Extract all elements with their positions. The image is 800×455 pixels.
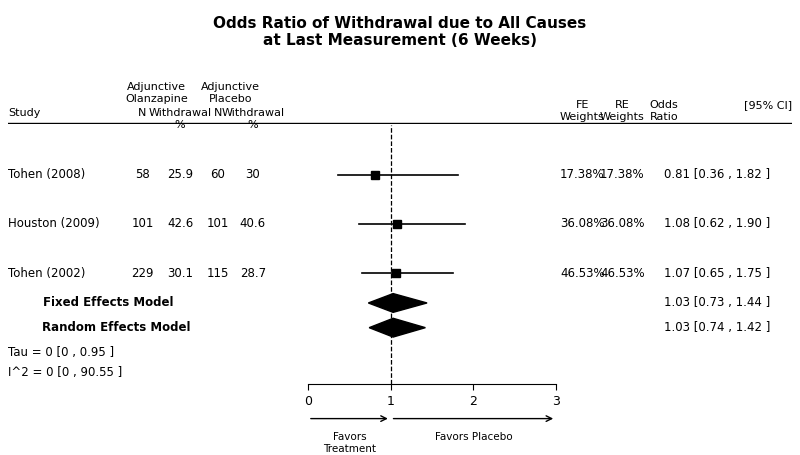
Polygon shape (369, 318, 426, 337)
Text: 30: 30 (246, 168, 260, 181)
Text: N: N (214, 108, 222, 118)
Text: Tohen (2008): Tohen (2008) (8, 168, 86, 181)
Text: Fixed Effects Model: Fixed Effects Model (42, 297, 174, 309)
Text: 36.08%: 36.08% (600, 217, 645, 230)
Text: 17.38%: 17.38% (560, 168, 605, 181)
Text: 42.6: 42.6 (167, 217, 193, 230)
Text: 115: 115 (206, 267, 229, 280)
Text: 46.53%: 46.53% (600, 267, 645, 280)
Text: 1.03 [0.74 , 1.42 ]: 1.03 [0.74 , 1.42 ] (664, 321, 770, 334)
Text: Houston (2009): Houston (2009) (8, 217, 100, 230)
Text: Odds Ratio of Withdrawal due to All Causes
at Last Measurement (6 Weeks): Odds Ratio of Withdrawal due to All Caus… (214, 16, 586, 48)
Text: 101: 101 (131, 217, 154, 230)
Text: Adjunctive
Olanzapine: Adjunctive Olanzapine (126, 82, 188, 103)
Text: 1.07 [0.65 , 1.75 ]: 1.07 [0.65 , 1.75 ] (664, 267, 770, 280)
Text: Favors Placebo: Favors Placebo (434, 432, 512, 442)
Text: Study: Study (8, 108, 40, 118)
Text: N: N (138, 108, 146, 118)
Text: 30.1: 30.1 (167, 267, 193, 280)
Text: FE
Weights: FE Weights (560, 100, 605, 121)
Text: 58: 58 (135, 168, 150, 181)
Text: [95% CI]: [95% CI] (744, 100, 792, 110)
Text: 36.08%: 36.08% (560, 217, 605, 230)
Text: 101: 101 (206, 217, 229, 230)
Text: 1.08 [0.62 , 1.90 ]: 1.08 [0.62 , 1.90 ] (664, 217, 770, 230)
Text: Adjunctive
Placebo: Adjunctive Placebo (201, 82, 260, 103)
Text: Tau = 0 [0 , 0.95 ]: Tau = 0 [0 , 0.95 ] (8, 346, 114, 359)
Text: Withdrawal
%: Withdrawal % (149, 108, 211, 130)
Text: 60: 60 (210, 168, 225, 181)
Text: Favors
Treatment: Favors Treatment (323, 432, 376, 454)
Text: I^2 = 0 [0 , 90.55 ]: I^2 = 0 [0 , 90.55 ] (8, 366, 122, 379)
Text: RE
Weights: RE Weights (600, 100, 645, 121)
Text: 1.03 [0.73 , 1.44 ]: 1.03 [0.73 , 1.44 ] (664, 297, 770, 309)
Text: Random Effects Model: Random Effects Model (42, 321, 190, 334)
Text: 0.81 [0.36 , 1.82 ]: 0.81 [0.36 , 1.82 ] (664, 168, 770, 181)
Text: 40.6: 40.6 (240, 217, 266, 230)
Text: Tohen (2002): Tohen (2002) (8, 267, 86, 280)
Text: 229: 229 (131, 267, 154, 280)
Text: Odds
Ratio: Odds Ratio (650, 100, 678, 121)
Text: Withdrawal
%: Withdrawal % (222, 108, 284, 130)
Text: 28.7: 28.7 (240, 267, 266, 280)
Text: 46.53%: 46.53% (560, 267, 605, 280)
Text: 17.38%: 17.38% (600, 168, 645, 181)
Text: 25.9: 25.9 (167, 168, 193, 181)
Polygon shape (368, 293, 427, 312)
